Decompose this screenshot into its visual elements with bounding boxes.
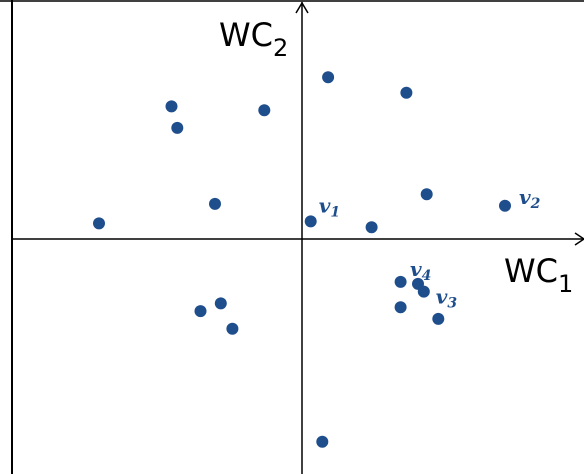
data-point xyxy=(400,86,413,99)
data-point xyxy=(394,275,407,288)
x-axis-label-main: WC xyxy=(504,252,558,290)
x-axis-label-sub: 1 xyxy=(558,270,573,298)
point-v3 xyxy=(417,285,430,298)
label-v2-sub: 2 xyxy=(530,196,541,212)
label-v2: v2 xyxy=(519,185,541,212)
y-axis-label-main: WC xyxy=(219,16,273,54)
label-v2-main: v xyxy=(519,185,531,209)
data-point xyxy=(214,297,227,310)
label-v3: v3 xyxy=(436,285,458,312)
label-v3-main: v xyxy=(436,285,448,309)
label-v3-sub: 3 xyxy=(447,296,457,312)
data-point xyxy=(394,301,407,314)
y-axis-arrow xyxy=(295,1,309,14)
data-point xyxy=(93,217,105,230)
points-layer xyxy=(93,71,511,448)
data-point xyxy=(209,197,221,210)
data-point xyxy=(165,100,178,113)
x-axis-arrow xyxy=(574,232,584,246)
data-point xyxy=(420,188,433,201)
y-axis-label: WC2 xyxy=(219,16,288,62)
label-v4: v4 xyxy=(410,257,431,284)
data-point xyxy=(194,305,207,318)
data-point xyxy=(365,221,378,234)
y-axis-label-sub: 2 xyxy=(273,34,288,62)
data-point xyxy=(432,312,445,325)
data-point xyxy=(322,71,335,84)
point-v1 xyxy=(304,215,317,228)
data-point xyxy=(258,104,271,117)
label-v1-main: v xyxy=(319,193,331,217)
data-point xyxy=(171,121,184,134)
data-point xyxy=(316,435,329,448)
label-v1-sub: 1 xyxy=(330,204,340,220)
point-v2 xyxy=(499,199,511,212)
label-v4-sub: 4 xyxy=(422,268,432,284)
label-v4-main: v xyxy=(410,257,422,281)
x-axis-label: WC1 xyxy=(504,252,573,298)
data-point xyxy=(226,322,239,335)
label-v1: v1 xyxy=(319,193,340,220)
